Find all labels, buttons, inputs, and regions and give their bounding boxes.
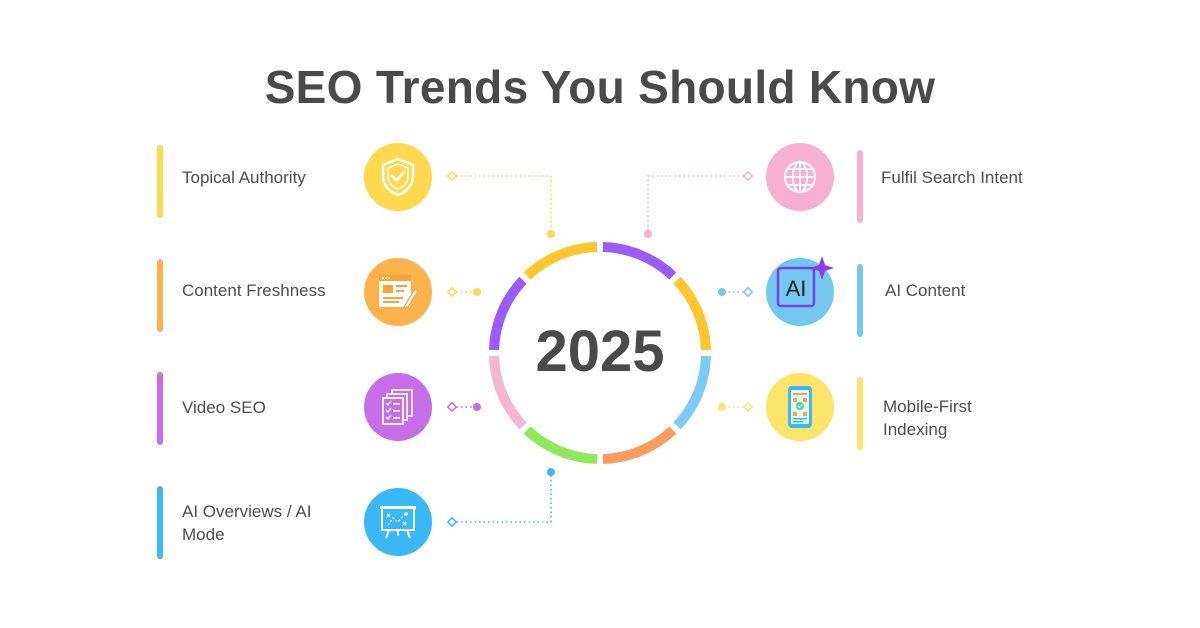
accent-bar-topical-authority — [157, 145, 163, 218]
ring-segment — [602, 242, 677, 280]
icon-badge-video-seo — [364, 373, 432, 441]
icon-badge-ai-content: AI — [766, 256, 834, 326]
ring-segment — [489, 276, 527, 351]
icon-badge-topical-authority — [364, 143, 432, 211]
connector-ai-overviews — [452, 472, 552, 523]
label-ai-content: AI Content — [885, 281, 966, 300]
mobile-phone-icon — [788, 386, 812, 428]
accent-bar-mobile-first — [857, 377, 863, 450]
connector-diamond — [446, 170, 458, 182]
connector-diamond — [446, 401, 458, 413]
ring-segment — [523, 242, 598, 280]
connector-search-intent — [647, 175, 748, 233]
connector-dot — [718, 403, 726, 411]
year-ring — [489, 242, 711, 464]
icon-badge-ai-overviews — [364, 488, 432, 556]
connector-dot — [644, 230, 652, 238]
ai-icon-text: AI — [786, 276, 807, 301]
connector-dot — [473, 288, 481, 296]
presentation-board-icon — [380, 506, 416, 539]
label-ai-overviews: AI Overviews / AI Mode — [182, 502, 312, 544]
accent-bar-ai-overviews — [157, 486, 163, 559]
connector-diamond — [742, 170, 754, 182]
ai-sparkle-icon: AI — [776, 256, 834, 308]
ring-segment — [489, 355, 527, 430]
icon-badge-search-intent — [766, 143, 834, 211]
connector-topical-authority — [452, 175, 552, 233]
accent-bar-search-intent — [857, 150, 863, 223]
shield-check-icon — [381, 157, 415, 197]
icon-badge-content-freshness — [364, 258, 432, 326]
connector-diamond — [742, 286, 754, 298]
ring-segment — [602, 426, 677, 464]
connector-dot — [547, 468, 555, 476]
page-title: SEO Trends You Should Know — [264, 61, 936, 113]
globe-icon — [784, 161, 816, 193]
connector-diamond — [446, 516, 458, 528]
icon-badge-mobile-first — [766, 373, 834, 441]
accent-bar-ai-content — [857, 264, 863, 337]
center-year: 2025 — [535, 319, 665, 384]
ring-segment — [673, 276, 711, 351]
label-video-seo: Video SEO — [182, 398, 266, 417]
connector-dot — [547, 230, 555, 238]
connector-dot — [473, 403, 481, 411]
ring-segment — [523, 426, 598, 464]
accent-bar-video-seo — [157, 372, 163, 445]
connector-diamond — [446, 286, 458, 298]
checklist-icon — [382, 389, 413, 425]
label-topical-authority: Topical Authority — [182, 168, 306, 187]
ring-segment — [673, 355, 711, 430]
label-mobile-first: Mobile-First Indexing — [883, 397, 972, 439]
document-edit-icon — [379, 275, 419, 309]
label-content-freshness: Content Freshness — [182, 281, 326, 300]
accent-bar-content-freshness — [157, 259, 163, 332]
connector-diamond — [742, 401, 754, 413]
label-search-intent: Fulfil Search Intent — [881, 168, 1023, 187]
connector-dot — [718, 288, 726, 296]
